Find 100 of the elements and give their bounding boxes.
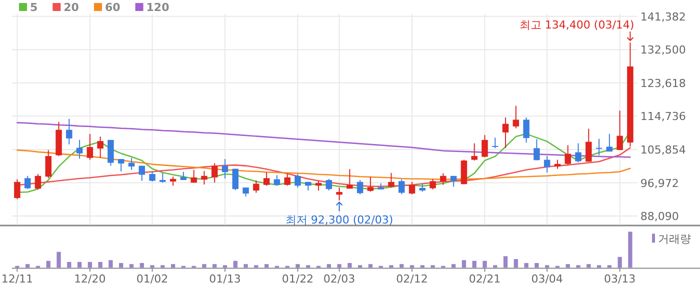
legend-label: 120 (146, 1, 170, 14)
x-tick-label: 12/20 (74, 272, 106, 286)
bar (337, 264, 342, 268)
bar (160, 265, 165, 268)
bar (472, 260, 476, 268)
candlestick (430, 178, 436, 190)
candlestick (460, 159, 468, 185)
bar (618, 256, 622, 268)
annotation: 최저 92,300 (02/03) (285, 213, 394, 226)
candlestick (263, 172, 270, 186)
candlestick (222, 158, 228, 180)
candlestick (66, 118, 72, 145)
candlestick (149, 171, 156, 182)
x-tick-label: 01/02 (136, 272, 168, 286)
bar (88, 262, 92, 268)
x-tick-label: 03/13 (604, 272, 636, 286)
bar (98, 262, 102, 268)
bar (254, 265, 258, 268)
bar (400, 264, 404, 268)
legend-label: 20 (64, 1, 80, 14)
candlestick (586, 128, 592, 162)
bar (140, 263, 144, 268)
candlestick (211, 162, 218, 184)
bar (586, 264, 591, 268)
candlestick (606, 133, 613, 152)
candlestick (471, 142, 478, 162)
bar (108, 260, 113, 268)
candlestick (346, 168, 353, 190)
legend-label: 5 (30, 1, 38, 14)
candlestick (294, 174, 301, 188)
legend-label: 거래량 (658, 232, 691, 246)
bar (389, 265, 394, 268)
candlestick (253, 180, 260, 194)
bar (119, 263, 124, 268)
y-tick-label: 96,972 (640, 176, 679, 190)
legend-label: 60 (104, 1, 121, 14)
candlestick (86, 133, 94, 160)
bar (451, 264, 456, 268)
candlestick (616, 110, 623, 151)
candlestick (356, 180, 364, 195)
candlestick (108, 139, 114, 166)
candlestick (564, 144, 571, 166)
bar (576, 265, 580, 268)
bar (503, 256, 508, 268)
y-tick-label: 88,090 (640, 210, 679, 224)
bar (348, 263, 352, 268)
bar (462, 260, 466, 268)
y-tick-label: 105,854 (640, 143, 686, 156)
candlestick (274, 174, 280, 186)
x-tick-label: 03/04 (531, 272, 563, 286)
x-tick-label: 01/22 (282, 272, 314, 286)
y-tick-label: 114,736 (640, 110, 686, 124)
candlestick (512, 105, 520, 129)
bar (77, 262, 82, 268)
bar (202, 264, 206, 268)
annotation: 최고 134,400 (03/14) (519, 18, 634, 32)
bar (150, 265, 154, 268)
candlestick (14, 178, 20, 200)
bar (170, 264, 176, 268)
bar (326, 264, 331, 268)
x-tick-label: 02/03 (323, 272, 356, 286)
bar (368, 264, 373, 268)
candlestick (128, 157, 135, 170)
candlestick (408, 181, 416, 195)
bar (410, 265, 414, 268)
candlestick (534, 138, 540, 161)
bar (628, 232, 632, 268)
bar (493, 265, 498, 268)
candlestick (315, 180, 322, 192)
candlestick (284, 172, 290, 186)
candlestick (482, 134, 488, 158)
bar (524, 263, 528, 268)
candlestick (502, 116, 509, 149)
bar (46, 260, 50, 268)
candlestick (138, 165, 145, 182)
bar (514, 259, 518, 268)
bar (222, 265, 228, 268)
candlestick (190, 169, 197, 184)
x-tick-label: 12/11 (1, 272, 34, 286)
candlestick (575, 142, 582, 163)
bar (430, 265, 435, 268)
bar (56, 252, 61, 268)
y-tick-label: 141,382 (640, 10, 686, 24)
candlestick (367, 176, 374, 192)
bar (306, 265, 310, 268)
x-tick-label: 01/13 (209, 272, 241, 286)
bar (545, 265, 550, 268)
bar (129, 264, 134, 268)
candlestick (97, 136, 104, 158)
bar (566, 264, 570, 268)
y-tick-label: 132,500 (640, 44, 686, 57)
bar (420, 265, 424, 268)
candlestick (336, 187, 342, 201)
bar (534, 263, 539, 268)
y-tick-label: 123,618 (640, 76, 686, 90)
candlestick (398, 178, 405, 195)
candlestick (160, 172, 166, 184)
bar (212, 264, 217, 268)
bar (264, 264, 269, 268)
bar (233, 260, 238, 268)
